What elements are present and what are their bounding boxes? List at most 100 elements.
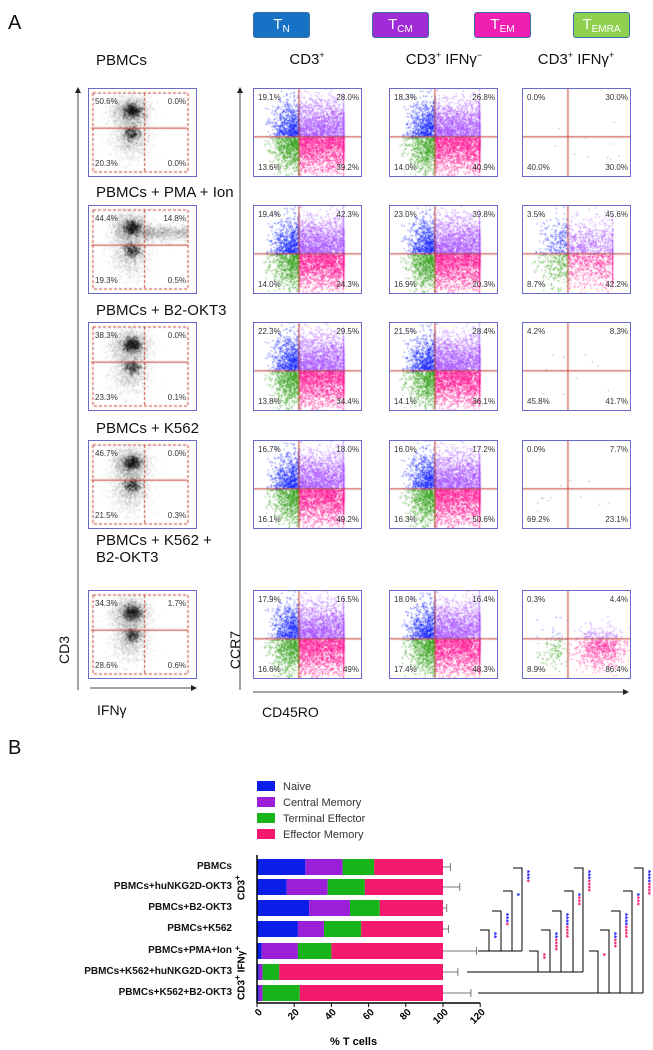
significance-bracket	[574, 867, 584, 972]
significance-stars: *****	[609, 932, 618, 948]
cd3-ifng-plot: 46.7% 0.0% 21.5% 0.3%	[88, 440, 197, 529]
header-rest: IFNγ	[573, 51, 609, 68]
quadrant-percent: 49%	[342, 665, 359, 674]
bar-segment-terminal-effector	[342, 859, 375, 875]
quadrant-percent: 19.1%	[258, 93, 281, 102]
quadrant-percent: 40.9%	[472, 163, 495, 172]
cd3-ifng-plot: 34.3% 1.7% 28.6% 0.6%	[88, 590, 197, 679]
bar-segment-central-memory	[258, 985, 263, 1001]
quadrant-percent: 16.0%	[394, 445, 417, 454]
subset-box-main: T	[582, 16, 592, 33]
bar-segment-terminal-effector	[297, 943, 332, 959]
quadrant-percent: 0.1%	[167, 393, 186, 402]
memory-subset-scatter	[523, 89, 630, 176]
quadrant-percent: 50.6%	[472, 515, 495, 524]
ccr7-cd45ro-plot: 16.7% 18.0% 16.1% 49.2%	[253, 440, 362, 529]
subset-box-main: T	[388, 16, 398, 33]
quadrant-percent: 44.4%	[95, 214, 118, 223]
bar-segment-terminal-effector	[262, 964, 280, 980]
row-label: PBMCs + B2-OKT3	[96, 302, 227, 319]
quadrant-percent: 16.5%	[336, 595, 359, 604]
significance-bracket	[634, 867, 644, 993]
quadrant-percent: 23.3%	[95, 393, 118, 402]
quadrant-percent: 4.4%	[609, 595, 628, 604]
bar-segment-effector-memory	[279, 964, 443, 980]
stars-pink: *	[522, 879, 531, 883]
stars-blue: **	[550, 932, 559, 939]
subset-box-sub: CM	[397, 24, 413, 35]
cd3-ifng-plot: 44.4% 14.8% 19.3% 0.5%	[88, 205, 197, 294]
quadrant-percent: 1.7%	[167, 599, 186, 608]
quadrant-percent: 16.6%	[258, 665, 281, 674]
quadrant-percent: 16.3%	[394, 515, 417, 524]
subset-box-sub: EMRA	[591, 24, 621, 35]
legend-item-central-memory: Central Memory	[257, 797, 361, 809]
memory-subset-scatter	[523, 591, 630, 678]
stars-pink: **	[538, 953, 547, 960]
ccr7-cd45ro-plot: 22.3% 29.5% 13.8% 34.4%	[253, 322, 362, 411]
quadrant-percent: 14.8%	[163, 214, 186, 223]
quadrant-percent: 20.3%	[95, 159, 118, 168]
quadrant-percent: 28.4%	[472, 327, 495, 336]
memory-subset-scatter	[523, 206, 630, 293]
memory-subset-scatter	[523, 323, 630, 410]
ccr7-cd45ro-plot: 21.5% 28.4% 14.1% 36.1%	[389, 322, 498, 411]
bar-segment-terminal-effector	[327, 879, 365, 895]
subset-box-cm: TCM	[372, 12, 429, 38]
stars-pink: ****	[561, 925, 570, 938]
quadrant-percent: 13.6%	[258, 163, 281, 172]
column-header: CD3+	[252, 50, 362, 68]
quadrant-percent: 0.3%	[527, 595, 546, 604]
quadrant-percent: 48.3%	[472, 665, 495, 674]
bar-segment-central-memory	[286, 879, 328, 895]
quadrant-percent: 34.3%	[95, 599, 118, 608]
quadrant-percent: 20.3%	[472, 280, 495, 289]
significance-bracket	[623, 890, 633, 993]
stars-pink: ***	[573, 896, 582, 906]
cd3-ifng-density	[89, 89, 196, 176]
row-label: PBMCs + K562	[96, 420, 199, 437]
quadrant-percent: 49.2%	[336, 515, 359, 524]
quadrant-percent: 21.5%	[95, 511, 118, 520]
quadrant-percent: 16.4%	[472, 595, 495, 604]
panel-a-letter: A	[8, 12, 22, 34]
quadrant-percent: 14.1%	[394, 397, 417, 406]
significance-bracket	[480, 929, 490, 951]
significance-stars: *	[512, 893, 521, 897]
legend-text: Effector Memory	[283, 829, 364, 841]
legend-swatch	[257, 829, 275, 839]
quadrant-percent: 14.0%	[258, 280, 281, 289]
ccr7-cd45ro-plot: 19.1% 28.0% 13.6% 39.2%	[253, 88, 362, 177]
significance-bracket	[600, 929, 610, 993]
stars-blue: ****	[620, 913, 629, 926]
row-label: PBMCs + PMA + Ion	[96, 184, 234, 201]
significance-bracket	[552, 910, 562, 972]
header-sup2: +	[608, 50, 615, 60]
quadrant-percent: 17.9%	[258, 595, 281, 604]
legend-swatch	[257, 797, 275, 807]
quadrant-percent: 29.5%	[336, 327, 359, 336]
ccr7-cd45ro-plot: 0.0% 30.0% 40.0% 30.0%	[522, 88, 631, 177]
panel-a-axes	[75, 87, 629, 695]
bar-segment-central-memory	[309, 900, 350, 916]
quadrant-percent: 86.4%	[605, 665, 628, 674]
quadrant-percent: 16.9%	[394, 280, 417, 289]
cd45ro-axis-label: CD45RO	[262, 704, 319, 720]
memory-subset-scatter	[254, 206, 361, 293]
cd3-ifng-density	[89, 323, 196, 410]
bar-segment-terminal-effector	[262, 985, 300, 1001]
significance-stars: *******	[583, 870, 592, 893]
legend-text: Terminal Effector	[283, 813, 366, 825]
ccr7-cd45ro-plot: 0.3% 4.4% 8.9% 86.4%	[522, 590, 631, 679]
panel-b-letter: B	[8, 737, 22, 759]
stars-pink: ****	[643, 882, 652, 895]
bar-category-label: PBMCs+K562	[167, 923, 232, 934]
bar-segment-effector-memory	[361, 921, 443, 937]
quadrant-percent: 0.0%	[167, 159, 186, 168]
header-main: CD3	[289, 51, 320, 68]
memory-subset-scatter	[390, 89, 497, 176]
bar-segment-naive	[257, 943, 262, 959]
row-label: PBMCs + K562 + B2-OKT3	[96, 532, 212, 566]
memory-subset-scatter	[254, 441, 361, 528]
